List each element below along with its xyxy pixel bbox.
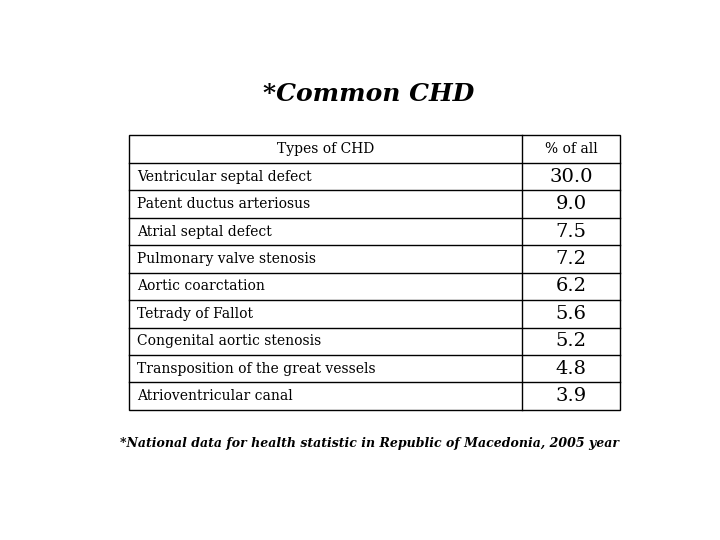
Text: Types of CHD: Types of CHD (277, 142, 374, 156)
Text: 9.0: 9.0 (556, 195, 587, 213)
Text: Atrioventricular canal: Atrioventricular canal (138, 389, 293, 403)
Text: 5.2: 5.2 (556, 332, 587, 350)
Text: Tetrady of Fallot: Tetrady of Fallot (138, 307, 253, 321)
Text: 6.2: 6.2 (556, 278, 587, 295)
Text: Patent ductus arteriosus: Patent ductus arteriosus (138, 197, 311, 211)
Text: 4.8: 4.8 (556, 360, 587, 378)
Text: *National data for health statistic in Republic of Macedonia, 2005 year: *National data for health statistic in R… (120, 437, 618, 450)
Text: Ventricular septal defect: Ventricular septal defect (138, 170, 312, 184)
Bar (129, 136, 620, 410)
Text: Transposition of the great vessels: Transposition of the great vessels (138, 362, 376, 376)
Text: Pulmonary valve stenosis: Pulmonary valve stenosis (138, 252, 316, 266)
Text: 5.6: 5.6 (556, 305, 587, 323)
Text: 7.2: 7.2 (556, 250, 587, 268)
Text: % of all: % of all (545, 142, 598, 156)
Text: *Common CHD: *Common CHD (264, 82, 474, 106)
Text: Congenital aortic stenosis: Congenital aortic stenosis (138, 334, 322, 348)
Text: 3.9: 3.9 (556, 387, 587, 405)
Text: 30.0: 30.0 (549, 167, 593, 186)
Text: Atrial septal defect: Atrial septal defect (138, 225, 272, 239)
Text: Aortic coarctation: Aortic coarctation (138, 279, 265, 293)
Text: 7.5: 7.5 (556, 222, 587, 240)
